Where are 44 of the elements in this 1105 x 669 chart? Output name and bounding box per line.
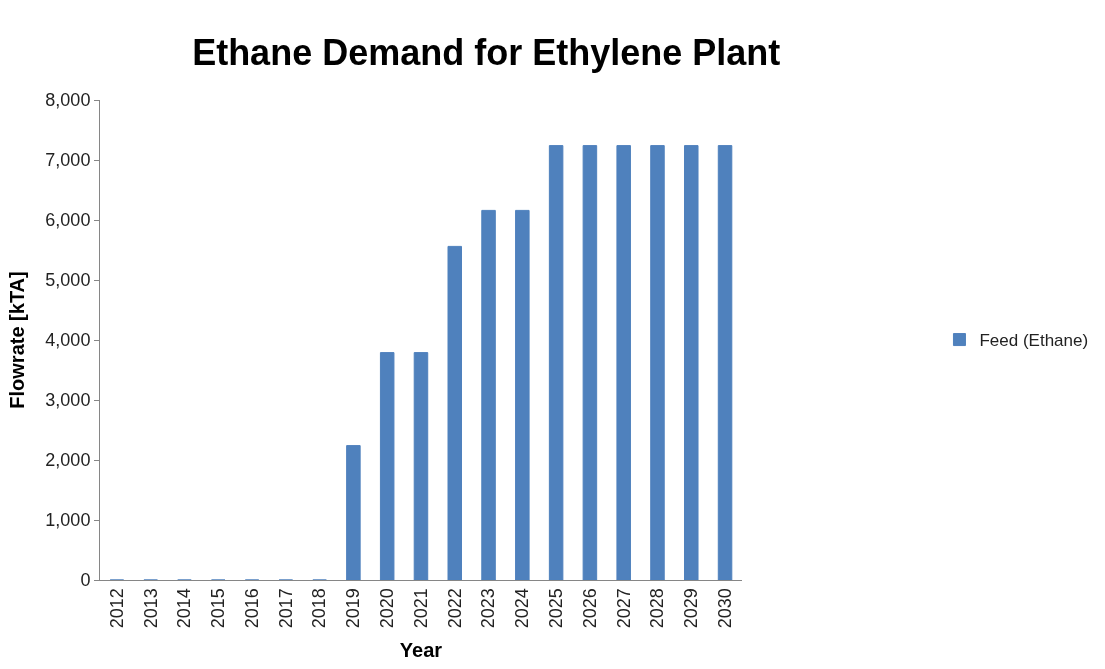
x-tick-label: 2014 (174, 588, 195, 629)
x-tick-label: 2027 (613, 588, 634, 629)
x-tick-label: 2025 (545, 588, 566, 629)
x-tick-label: 2024 (512, 588, 533, 629)
bar (346, 445, 361, 580)
bar (447, 245, 463, 580)
x-tick-label: 2028 (647, 588, 668, 629)
bar (548, 145, 564, 580)
x-tick-label: 2021 (410, 588, 431, 629)
y-tick-label: 8,000 (45, 90, 91, 111)
x-tick-label: 2019 (343, 588, 364, 629)
bar (413, 352, 429, 580)
bar (481, 209, 496, 580)
x-tick-label: 2026 (579, 588, 600, 629)
bar (684, 145, 699, 580)
bar (717, 145, 733, 580)
x-tick-label: 2017 (275, 588, 296, 629)
x-tick-label: 2015 (208, 588, 229, 629)
x-tick-label: 2023 (478, 588, 499, 629)
bar (582, 145, 598, 580)
y-tick-label: 6,000 (45, 210, 91, 231)
bar (515, 209, 530, 580)
bar (616, 145, 631, 580)
bar (650, 145, 665, 580)
y-tick-label: 7,000 (45, 150, 91, 171)
legend-label: Feed (Ethane) (979, 331, 1089, 351)
chart-title: Ethane Demand for Ethylene Plant (192, 32, 781, 74)
x-tick-label: 2030 (714, 588, 735, 629)
x-tick-label: 2020 (377, 588, 398, 629)
y-tick-label: 3,000 (45, 390, 91, 411)
y-tick-label: 5,000 (45, 270, 91, 291)
bar (379, 352, 395, 580)
x-tick-label: 2013 (140, 588, 161, 629)
y-axis-title: Flowrate [kTA] (5, 271, 28, 409)
x-tick-label: 2018 (309, 588, 330, 629)
x-tick-label: 2022 (444, 588, 465, 629)
x-axis-title: Year (399, 638, 443, 661)
x-tick-label: 2012 (106, 588, 127, 629)
y-tick-label: 1,000 (45, 510, 91, 531)
x-tick-label: 2016 (241, 588, 262, 629)
y-tick-label: 4,000 (45, 330, 91, 351)
x-tick-label: 2029 (681, 588, 702, 629)
y-tick-label: 2,000 (45, 450, 91, 471)
y-tick-label: 0 (80, 570, 91, 591)
